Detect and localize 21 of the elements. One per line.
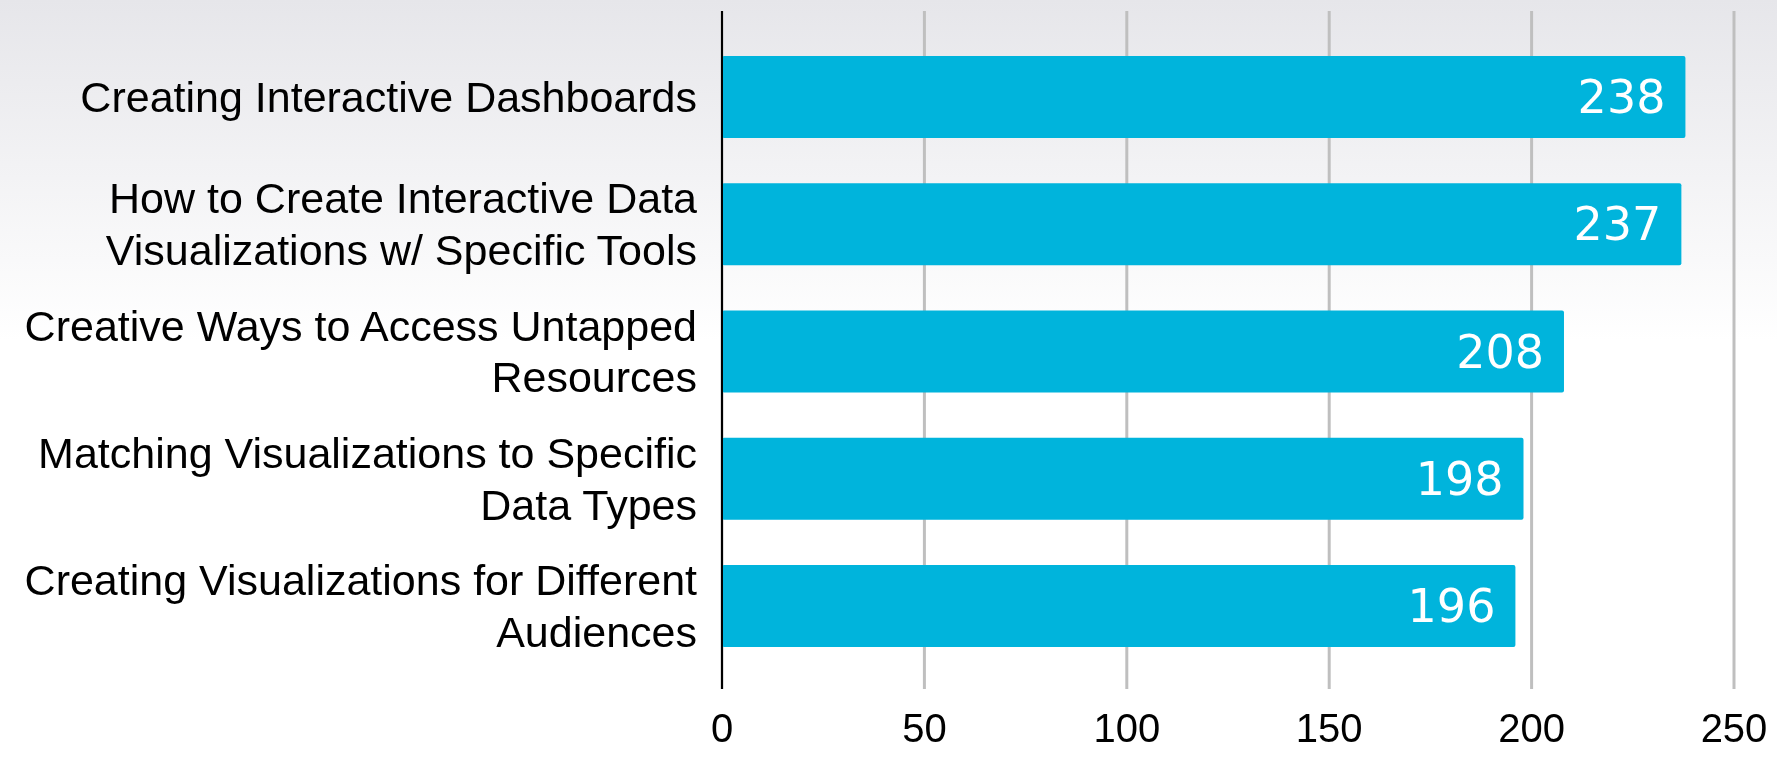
data-label: 237 <box>1573 197 1662 252</box>
bar <box>722 183 1682 266</box>
data-label: 198 <box>1415 451 1504 506</box>
x-tick-label: 0 <box>710 706 734 750</box>
x-tick-label: 200 <box>1498 706 1565 750</box>
x-tick-label: 100 <box>1093 706 1161 750</box>
x-tick-label: 150 <box>1295 706 1363 750</box>
bar <box>722 55 1686 138</box>
y-tick-label: How to Create Interactive Data Visualizations w/ Specific Tools <box>105 174 698 275</box>
data-label: 208 <box>1456 324 1544 379</box>
y-tick-label: Creative Ways to Access Untapped Resources <box>24 301 697 402</box>
bar <box>722 310 1564 393</box>
x-tick-label: 50 <box>902 706 947 750</box>
bar <box>722 437 1524 520</box>
bar <box>722 565 1516 648</box>
data-label: 238 <box>1577 70 1666 125</box>
y-tick-label: Creating Visualizations for Different Audiences <box>24 556 698 656</box>
x-tick-label: 250 <box>1700 706 1768 750</box>
y-tick-label: Matching Visualizations to Specific Data Types <box>38 429 697 529</box>
data-label: 196 <box>1407 579 1496 634</box>
y-tick-label: Creating Interactive Dashboards <box>80 73 697 121</box>
